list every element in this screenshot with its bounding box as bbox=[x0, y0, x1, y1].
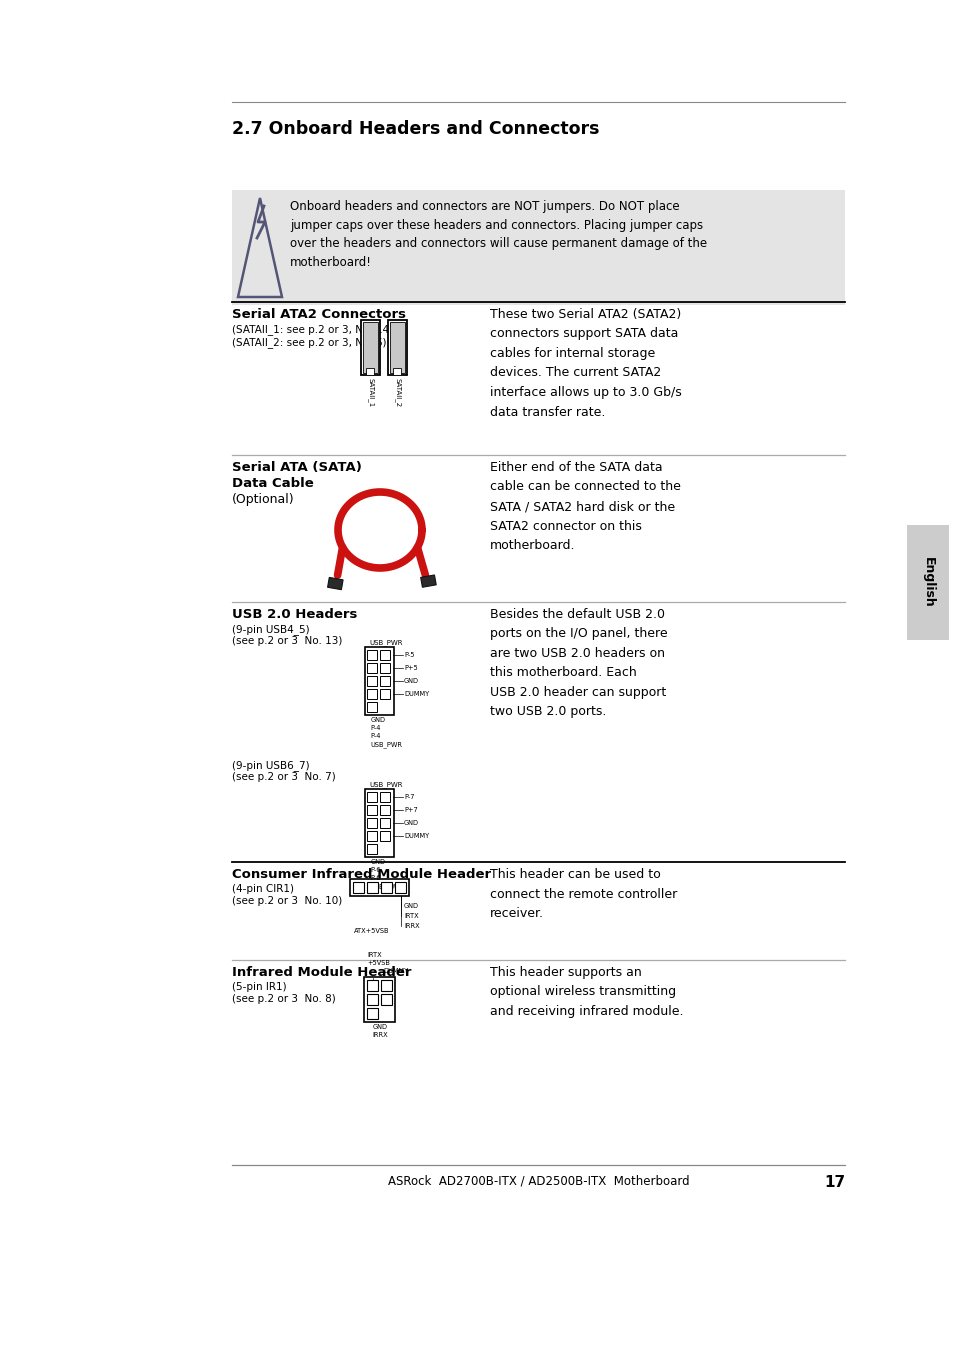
Text: (see p.2 or 3  No. 13): (see p.2 or 3 No. 13) bbox=[232, 636, 342, 647]
Text: P-4: P-4 bbox=[370, 725, 380, 730]
Text: ASRock  AD2700B-ITX / AD2500B-ITX  Motherboard: ASRock AD2700B-ITX / AD2500B-ITX Motherb… bbox=[387, 1174, 689, 1188]
Text: (9-pin USB6_7): (9-pin USB6_7) bbox=[232, 760, 310, 771]
Text: English: English bbox=[921, 558, 934, 608]
Bar bbox=[379, 676, 390, 686]
Text: Consumer Infrared Module Header: Consumer Infrared Module Header bbox=[232, 868, 491, 882]
Bar bbox=[395, 882, 406, 892]
Text: DUMMY: DUMMY bbox=[403, 833, 429, 838]
Bar bbox=[367, 792, 376, 802]
Text: (SATAII_1: see p.2 or 3, No. 14): (SATAII_1: see p.2 or 3, No. 14) bbox=[232, 324, 393, 335]
Bar bbox=[367, 882, 378, 892]
Text: P-6: P-6 bbox=[370, 875, 380, 882]
Text: SATAII_1: SATAII_1 bbox=[367, 378, 374, 408]
Bar bbox=[360, 320, 379, 375]
Text: P-6: P-6 bbox=[370, 867, 380, 873]
Bar bbox=[381, 882, 392, 892]
Bar bbox=[379, 792, 390, 802]
Text: DUMMY: DUMMY bbox=[382, 968, 408, 973]
Bar bbox=[367, 980, 378, 991]
Text: (4-pin CIR1): (4-pin CIR1) bbox=[232, 884, 294, 894]
Text: USB_PWR: USB_PWR bbox=[369, 782, 402, 788]
Text: +5VSB: +5VSB bbox=[367, 960, 390, 967]
Text: USB_PWR: USB_PWR bbox=[370, 741, 402, 748]
Text: Data Cable: Data Cable bbox=[232, 477, 314, 490]
Text: (5-pin IR1): (5-pin IR1) bbox=[232, 981, 286, 992]
Bar bbox=[379, 832, 390, 841]
Bar bbox=[367, 832, 376, 841]
Bar bbox=[367, 676, 376, 686]
Bar bbox=[379, 649, 390, 660]
Text: (9-pin USB4_5): (9-pin USB4_5) bbox=[232, 624, 310, 634]
Bar bbox=[367, 649, 376, 660]
Text: (see p.2 or 3  No. 7): (see p.2 or 3 No. 7) bbox=[232, 772, 335, 782]
Text: 17: 17 bbox=[823, 1174, 844, 1189]
Text: SATAII_2: SATAII_2 bbox=[394, 378, 400, 408]
Text: (Optional): (Optional) bbox=[232, 493, 294, 506]
Text: Serial ATA2 Connectors: Serial ATA2 Connectors bbox=[232, 308, 406, 321]
Bar bbox=[354, 882, 364, 892]
Bar bbox=[906, 525, 948, 640]
Text: GND: GND bbox=[403, 903, 418, 909]
Bar bbox=[390, 323, 405, 373]
Bar bbox=[365, 788, 395, 857]
Bar bbox=[350, 879, 409, 896]
Text: IRTX: IRTX bbox=[403, 913, 418, 919]
Bar bbox=[365, 647, 395, 716]
Bar bbox=[363, 323, 377, 373]
Text: Serial ATA (SATA): Serial ATA (SATA) bbox=[232, 460, 361, 474]
Text: (SATAII_2: see p.2 or 3, No. 6): (SATAII_2: see p.2 or 3, No. 6) bbox=[232, 338, 386, 348]
Text: Either end of the SATA data
cable can be connected to the
SATA / SATA2 hard disk: Either end of the SATA data cable can be… bbox=[490, 460, 680, 552]
Text: Onboard headers and connectors are NOT jumpers. Do NOT place
jumper caps over th: Onboard headers and connectors are NOT j… bbox=[290, 200, 706, 269]
Text: GND: GND bbox=[403, 819, 418, 826]
Text: P+5: P+5 bbox=[403, 666, 417, 671]
Bar bbox=[381, 980, 392, 991]
Bar bbox=[364, 977, 395, 1022]
Bar bbox=[379, 805, 390, 815]
Bar bbox=[367, 818, 376, 828]
Bar bbox=[367, 805, 376, 815]
Bar bbox=[393, 369, 400, 375]
Text: GND: GND bbox=[370, 859, 385, 865]
Text: IRRX: IRRX bbox=[372, 1031, 388, 1038]
Bar bbox=[367, 844, 376, 855]
Text: These two Serial ATA2 (SATA2)
connectors support SATA data
cables for internal s: These two Serial ATA2 (SATA2) connectors… bbox=[490, 308, 681, 418]
Bar bbox=[367, 1008, 378, 1019]
Text: USB 2.0 Headers: USB 2.0 Headers bbox=[232, 608, 357, 621]
Text: P-7: P-7 bbox=[403, 794, 414, 801]
Text: Besides the default USB 2.0
ports on the I/O panel, there
are two USB 2.0 header: Besides the default USB 2.0 ports on the… bbox=[490, 608, 667, 718]
Bar bbox=[379, 818, 390, 828]
Text: GND: GND bbox=[370, 717, 385, 724]
Bar bbox=[367, 702, 376, 711]
Text: P-4: P-4 bbox=[370, 733, 380, 738]
Text: P+7: P+7 bbox=[403, 807, 417, 813]
Bar bbox=[327, 578, 343, 590]
Text: Infrared Module Header: Infrared Module Header bbox=[232, 967, 411, 979]
Bar bbox=[367, 994, 378, 1004]
Bar bbox=[367, 688, 376, 699]
Bar bbox=[232, 190, 844, 305]
Bar bbox=[367, 663, 376, 674]
Text: IRTX: IRTX bbox=[367, 952, 382, 958]
Text: DUMMY: DUMMY bbox=[403, 691, 429, 697]
Bar bbox=[366, 369, 374, 375]
Text: 2.7 Onboard Headers and Connectors: 2.7 Onboard Headers and Connectors bbox=[232, 120, 598, 138]
Bar bbox=[381, 994, 392, 1004]
Text: P-5: P-5 bbox=[403, 652, 414, 657]
Bar bbox=[420, 575, 436, 587]
Bar bbox=[379, 688, 390, 699]
Bar bbox=[388, 320, 407, 375]
Text: GND: GND bbox=[372, 1025, 387, 1030]
Text: This header can be used to
connect the remote controller
receiver.: This header can be used to connect the r… bbox=[490, 868, 677, 919]
Text: (see p.2 or 3  No. 8): (see p.2 or 3 No. 8) bbox=[232, 994, 335, 1004]
Text: (see p.2 or 3  No. 10): (see p.2 or 3 No. 10) bbox=[232, 896, 342, 906]
Text: This header supports an
optional wireless transmitting
and receiving infrared mo: This header supports an optional wireles… bbox=[490, 967, 682, 1018]
Text: ATX+5VSB: ATX+5VSB bbox=[354, 927, 389, 934]
Text: USB_PWR: USB_PWR bbox=[369, 640, 402, 647]
Bar bbox=[379, 663, 390, 674]
Text: IRRX: IRRX bbox=[403, 923, 419, 929]
Text: USB_PWR: USB_PWR bbox=[370, 883, 402, 890]
Text: GND: GND bbox=[403, 678, 418, 684]
